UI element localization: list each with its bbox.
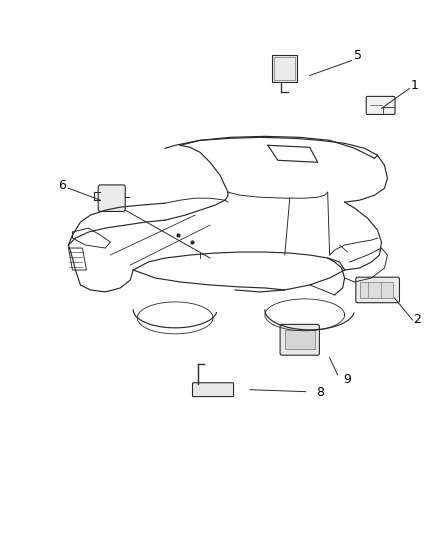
Text: 9: 9 [344, 373, 352, 386]
Text: 6: 6 [59, 179, 67, 192]
Text: 1: 1 [410, 79, 418, 92]
FancyBboxPatch shape [280, 325, 319, 355]
Text: 5: 5 [353, 49, 361, 62]
Bar [274, 58, 295, 79]
Bar [285, 330, 314, 349]
FancyBboxPatch shape [366, 96, 395, 115]
Text: 2: 2 [413, 313, 421, 326]
Bar [360, 282, 393, 298]
Text: 8: 8 [316, 386, 324, 399]
FancyBboxPatch shape [356, 277, 399, 303]
FancyBboxPatch shape [192, 383, 233, 397]
Bar [272, 55, 297, 82]
FancyBboxPatch shape [98, 185, 125, 212]
